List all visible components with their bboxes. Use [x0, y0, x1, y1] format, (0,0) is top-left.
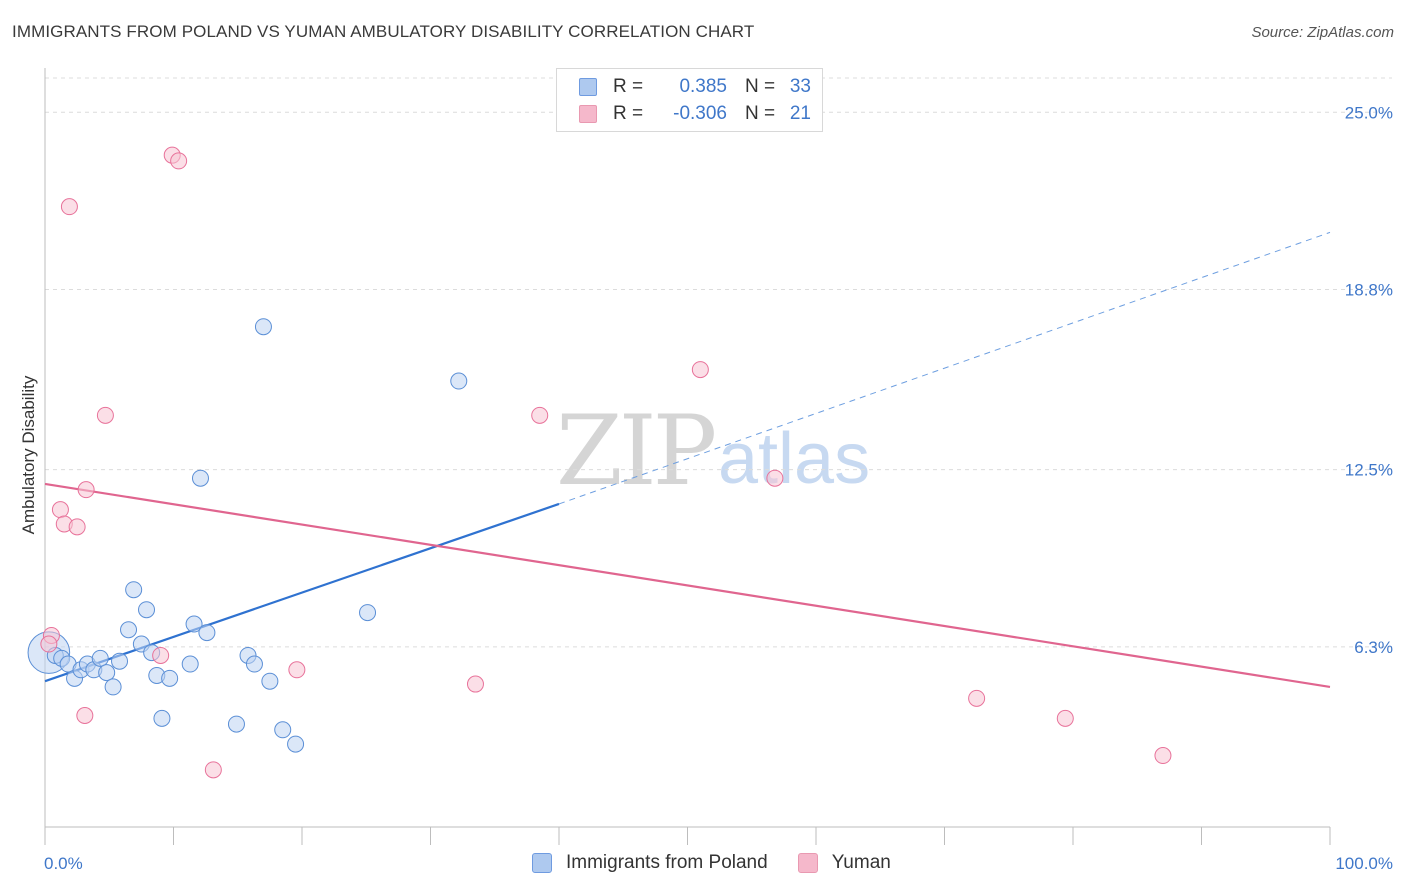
point-poland [450, 372, 468, 390]
point-poland [153, 709, 171, 727]
legend-n-value: 33 [789, 76, 811, 97]
point-yuman [204, 761, 222, 779]
point-yuman [68, 518, 86, 536]
point-poland [91, 649, 109, 667]
trend-lines [44, 231, 1331, 689]
legend-row-yuman: R = -0.306 N = 21 [579, 101, 811, 127]
point-yuman [1154, 747, 1172, 765]
legend-n-label: N = [745, 76, 776, 97]
x-tick-label: 100.0% [1335, 854, 1393, 873]
y-tick-label: 6.3% [1354, 638, 1393, 657]
x-tick-label: 0.0% [44, 854, 83, 873]
legend-item-yuman[interactable]: Yuman [797, 852, 891, 874]
point-yuman [766, 469, 784, 487]
chart-title: IMMIGRANTS FROM POLAND VS YUMAN AMBULATO… [12, 22, 755, 41]
y-tick-label: 18.8% [1345, 281, 1393, 300]
data-points [27, 146, 1172, 779]
legend-swatch-yuman [579, 105, 597, 123]
legend-label-poland: Immigrants from Poland [566, 852, 768, 873]
point-poland [287, 735, 305, 753]
legend-swatch-poland [579, 78, 597, 96]
legend-swatch-yuman [797, 853, 818, 873]
point-yuman [466, 675, 484, 693]
point-yuman [288, 661, 306, 679]
point-yuman [76, 707, 94, 725]
trend-line-poland [44, 502, 560, 683]
point-poland [274, 721, 292, 739]
point-poland [359, 604, 377, 622]
point-poland [120, 621, 138, 639]
point-poland [198, 624, 216, 642]
legend-r-label: R = [613, 76, 644, 97]
legend-r-value: 0.385 [679, 76, 727, 97]
point-poland [104, 678, 122, 696]
point-poland [125, 581, 143, 599]
point-yuman [40, 635, 58, 653]
legend-n-label: N = [745, 103, 776, 124]
watermark-atlas: atlas [718, 419, 871, 499]
trend-line-yuman [44, 482, 1331, 689]
point-yuman [60, 198, 78, 216]
point-poland [254, 318, 272, 336]
point-yuman [1056, 709, 1074, 727]
point-poland [161, 669, 179, 687]
point-yuman [968, 689, 986, 707]
legend-n-value: 21 [789, 103, 811, 124]
point-poland [227, 715, 245, 733]
watermark-zip: ZIP [556, 395, 717, 507]
point-poland [138, 601, 156, 619]
legend-row-poland: R = 0.385 N = 33 [579, 74, 811, 100]
source-label: Source: ZipAtlas.com [1251, 24, 1394, 41]
point-poland [181, 655, 199, 673]
y-axis-label: Ambulatory Disability [19, 375, 38, 534]
legend-label-yuman: Yuman [831, 852, 891, 873]
point-yuman [77, 481, 95, 499]
tick-labels: 6.3% 12.5% 18.8% 25.0% 0.0% 100.0% Ambulatory … [19, 103, 1393, 873]
trend-line-poland-extension [558, 231, 1331, 505]
series-legend: Immigrants from Poland Yuman [532, 852, 921, 874]
y-tick-label: 25.0% [1345, 103, 1393, 122]
point-poland [245, 655, 263, 673]
point-yuman [691, 361, 709, 379]
legend-r-value: -0.306 [673, 103, 727, 124]
point-poland [185, 615, 203, 633]
legend-swatch-poland [532, 853, 552, 873]
point-yuman [96, 406, 114, 424]
point-poland [261, 672, 279, 690]
axes [44, 68, 1331, 845]
point-poland [111, 652, 129, 670]
point-yuman [531, 406, 549, 424]
point-poland [191, 469, 209, 487]
y-tick-label: 12.5% [1345, 461, 1393, 480]
legend-r-label: R = [613, 103, 644, 124]
point-poland [98, 664, 116, 682]
correlation-legend: R = 0.385 N = 33 R = -0.306 N = 21 [556, 68, 823, 132]
point-yuman [51, 501, 69, 519]
point-yuman [170, 152, 188, 170]
point-yuman [152, 646, 170, 664]
grid-lines [45, 77, 1392, 648]
legend-item-poland[interactable]: Immigrants from Poland [532, 852, 768, 874]
